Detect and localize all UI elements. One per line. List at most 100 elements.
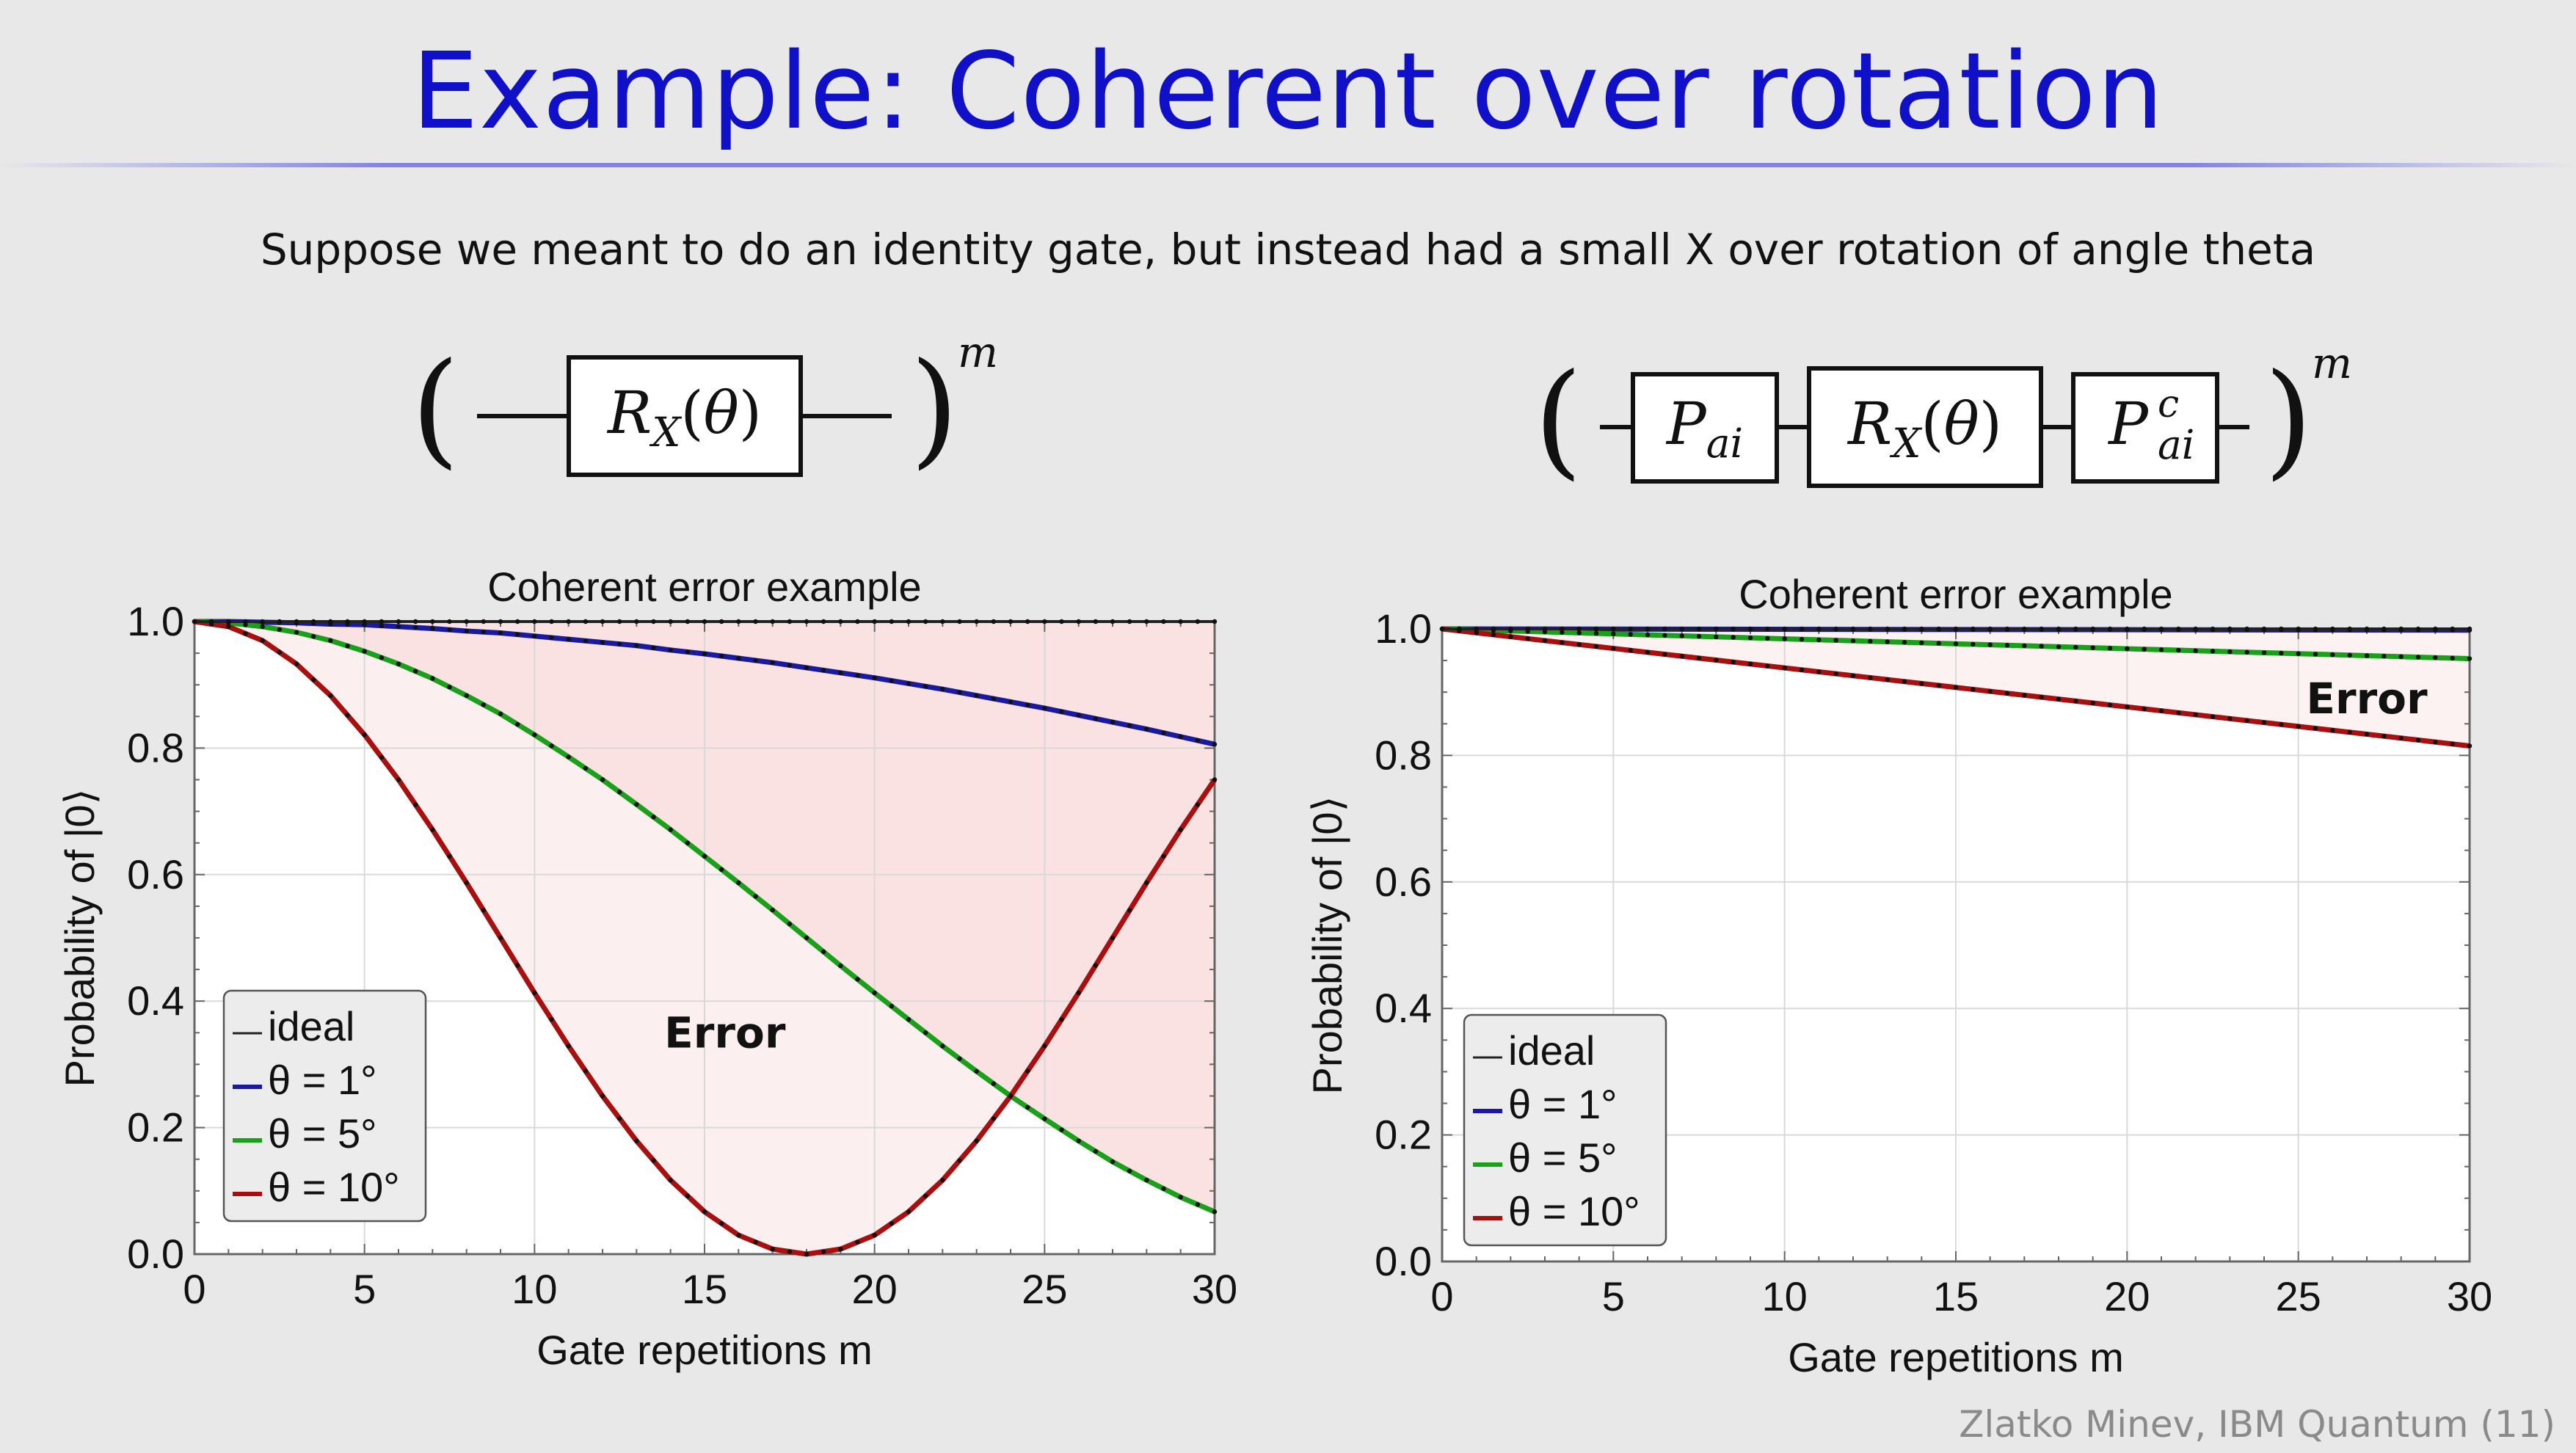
data-point	[1696, 655, 1702, 661]
data-point	[974, 1138, 979, 1143]
data-point	[2022, 627, 2027, 633]
data-point	[1645, 632, 1651, 638]
data-point	[532, 619, 537, 624]
data-point	[1127, 1168, 1132, 1173]
data-point	[753, 658, 758, 663]
data-point	[821, 619, 826, 624]
data-point	[328, 622, 333, 627]
data-point	[1212, 619, 1218, 624]
chart-title: Coherent error example	[487, 564, 921, 610]
data-point	[855, 619, 860, 624]
data-point	[243, 622, 248, 627]
data-point	[345, 643, 350, 649]
data-point	[1212, 742, 1218, 747]
data-point	[2382, 733, 2387, 739]
data-point	[2004, 627, 2010, 633]
data-point	[2210, 627, 2216, 633]
data-point	[1645, 649, 1651, 655]
data-point	[2347, 729, 2352, 735]
data-point	[566, 619, 571, 624]
data-point	[821, 949, 826, 955]
data-point	[396, 661, 401, 666]
data-point	[2467, 627, 2473, 633]
data-point	[1679, 654, 1684, 659]
data-point	[1679, 627, 1684, 632]
data-point	[2279, 650, 2284, 656]
data-point	[1110, 719, 1116, 725]
data-point	[1919, 640, 1924, 646]
data-point	[2227, 649, 2233, 655]
data-point	[310, 621, 316, 626]
data-point	[991, 1081, 997, 1086]
data-point	[2176, 647, 2181, 653]
data-point	[1042, 1116, 1047, 1121]
data-point	[2382, 653, 2387, 659]
data-point	[889, 1220, 895, 1226]
data-point	[1731, 659, 1736, 665]
x-tick-label: 20	[852, 1266, 898, 1312]
data-point	[1161, 730, 1166, 735]
data-point	[838, 963, 843, 969]
data-point	[1093, 716, 1099, 721]
data-point	[412, 624, 418, 630]
data-point	[481, 702, 487, 707]
data-point	[957, 690, 962, 695]
legend-label: θ = 5°	[1508, 1135, 1618, 1181]
data-point	[208, 622, 214, 627]
data-point	[1042, 619, 1047, 624]
data-point	[634, 643, 639, 648]
left-circuit-diagram: ( RX(θ) ) m	[411, 334, 998, 481]
data-point	[838, 670, 843, 676]
data-point	[498, 619, 503, 624]
x-tick-label: 10	[1762, 1273, 1808, 1319]
data-point	[821, 1249, 826, 1254]
pai-conjugate-gate-label: P	[2107, 390, 2149, 458]
data-point	[872, 990, 877, 996]
data-point	[804, 665, 809, 671]
data-point	[345, 713, 350, 718]
data-point	[651, 1158, 656, 1163]
data-point	[940, 1177, 945, 1183]
legend-label: θ = 10°	[1508, 1188, 1640, 1234]
data-point	[2056, 696, 2062, 702]
data-point	[566, 636, 571, 642]
x-tick-label: 30	[1192, 1266, 1237, 1312]
data-point	[1093, 1148, 1099, 1154]
data-point	[974, 619, 979, 624]
legend-label: ideal	[1508, 1027, 1595, 1074]
data-point	[804, 1251, 809, 1257]
data-point	[1457, 628, 1462, 633]
x-axis-label: Gate repetitions m	[1788, 1334, 2124, 1380]
data-point	[702, 853, 707, 859]
data-point	[2073, 644, 2078, 650]
data-point	[2398, 735, 2404, 741]
slide-subtitle: Suppose we meant to do an identity gate,…	[260, 225, 2316, 274]
data-point	[583, 765, 589, 771]
data-point	[1491, 632, 1496, 638]
data-point	[685, 619, 691, 624]
data-point	[1868, 627, 1873, 632]
data-point	[2450, 741, 2455, 747]
data-point	[1560, 627, 1565, 632]
data-point	[668, 1177, 673, 1183]
data-point	[753, 894, 758, 899]
data-point	[2296, 724, 2301, 729]
data-point	[872, 619, 877, 624]
data-point	[1178, 619, 1183, 624]
data-point	[1953, 627, 1959, 633]
x-tick-label: 0	[183, 1266, 205, 1312]
data-point	[379, 623, 385, 628]
data-point	[2004, 691, 2010, 696]
data-point	[2433, 739, 2438, 745]
data-point	[1161, 853, 1166, 859]
rx-gate-label: RX(θ)	[606, 379, 762, 456]
data-point	[412, 669, 418, 674]
y-tick-label: 0.6	[1375, 859, 1432, 905]
data-point	[1093, 619, 1099, 624]
data-point	[736, 619, 741, 624]
data-point	[616, 619, 622, 624]
y-tick-label: 0.8	[127, 724, 184, 771]
data-point	[226, 620, 231, 625]
data-point	[430, 626, 435, 631]
data-point	[464, 628, 469, 634]
